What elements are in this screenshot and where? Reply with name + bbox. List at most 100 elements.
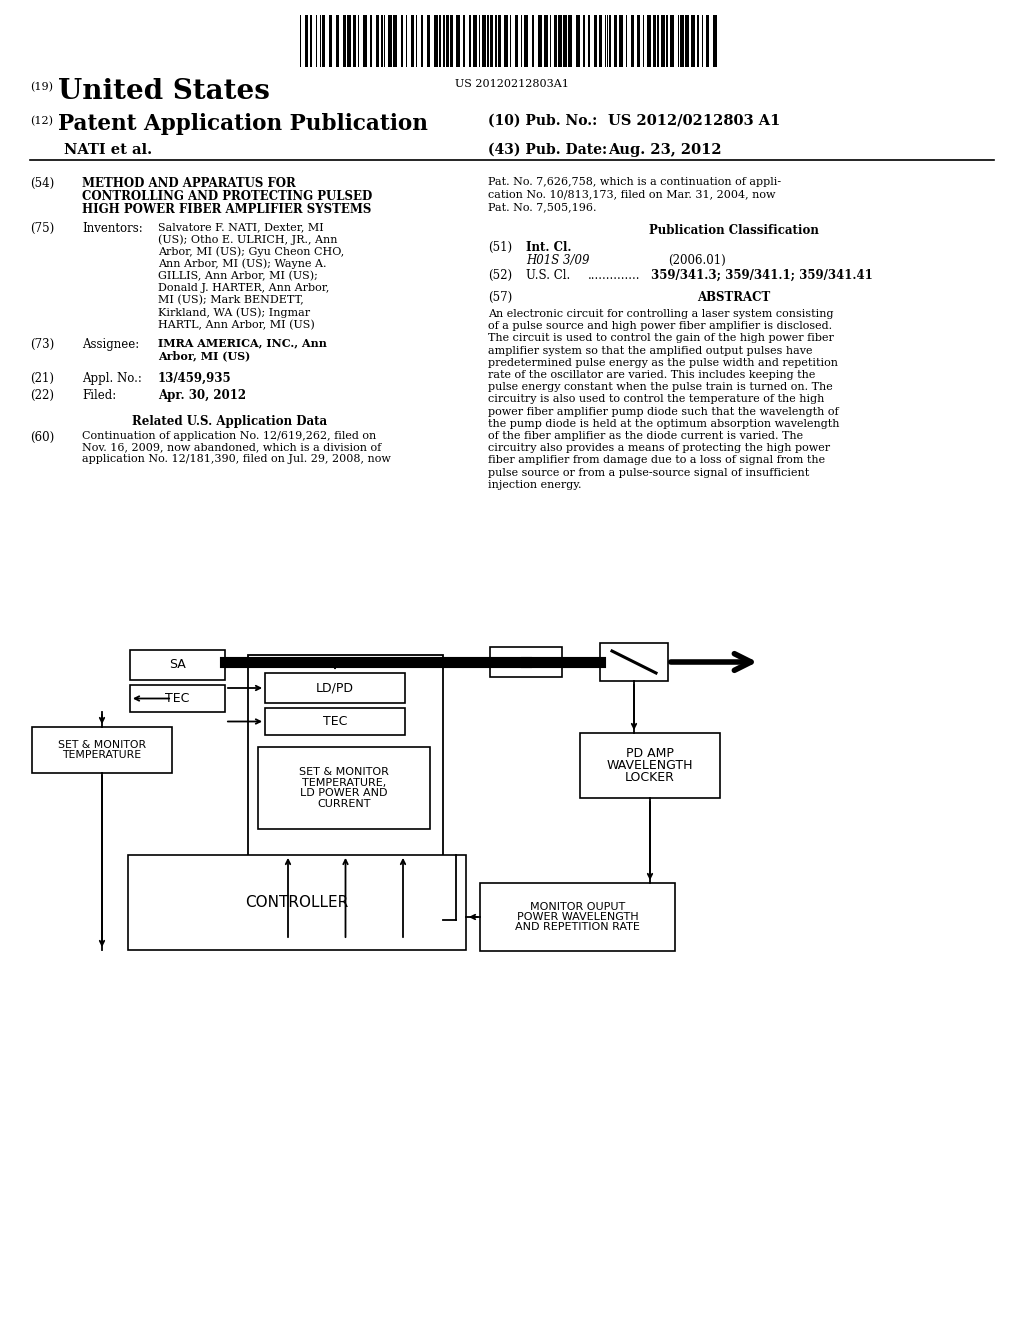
Bar bbox=[685, 15, 689, 67]
Text: Pat. No. 7,626,758, which is a continuation of appli-: Pat. No. 7,626,758, which is a continuat… bbox=[488, 177, 781, 187]
Text: ABSTRACT: ABSTRACT bbox=[697, 290, 771, 304]
Bar bbox=[265, 708, 406, 735]
Text: TEMPERATURE: TEMPERATURE bbox=[62, 750, 141, 760]
Bar bbox=[411, 15, 414, 67]
Bar bbox=[554, 15, 557, 67]
Text: US 20120212803A1: US 20120212803A1 bbox=[455, 79, 569, 88]
Text: of the fiber amplifier as the diode current is varied. The: of the fiber amplifier as the diode curr… bbox=[488, 432, 803, 441]
Text: US 2012/0212803 A1: US 2012/0212803 A1 bbox=[608, 114, 780, 128]
Text: MONITOR OUPUT: MONITOR OUPUT bbox=[529, 902, 625, 912]
Bar bbox=[515, 15, 518, 67]
Bar bbox=[532, 15, 534, 67]
Bar bbox=[653, 15, 656, 67]
Text: HARTL, Ann Arbor, MI (US): HARTL, Ann Arbor, MI (US) bbox=[158, 319, 314, 330]
Bar bbox=[631, 15, 634, 67]
Text: The circuit is used to control the gain of the high power fiber: The circuit is used to control the gain … bbox=[488, 334, 834, 343]
Bar bbox=[381, 15, 383, 67]
Bar bbox=[487, 15, 489, 67]
Text: SET & MONITOR: SET & MONITOR bbox=[299, 767, 389, 777]
Text: (22): (22) bbox=[30, 389, 54, 401]
Text: (2006.01): (2006.01) bbox=[668, 253, 726, 267]
Text: Pat. No. 7,505,196.: Pat. No. 7,505,196. bbox=[488, 202, 597, 213]
Text: SET & MONITOR: SET & MONITOR bbox=[58, 741, 146, 750]
Text: (21): (21) bbox=[30, 372, 54, 385]
Bar bbox=[580, 733, 720, 799]
Text: POWER WAVELENGTH: POWER WAVELENGTH bbox=[517, 912, 638, 921]
Bar bbox=[538, 15, 542, 67]
Text: cation No. 10/813,173, filed on Mar. 31, 2004, now: cation No. 10/813,173, filed on Mar. 31,… bbox=[488, 190, 775, 199]
Text: Apr. 30, 2012: Apr. 30, 2012 bbox=[158, 389, 246, 401]
Bar bbox=[575, 15, 580, 67]
Bar bbox=[456, 15, 460, 67]
Bar bbox=[128, 855, 466, 950]
Bar bbox=[258, 747, 430, 829]
Bar bbox=[401, 15, 403, 67]
Text: United States: United States bbox=[58, 78, 270, 106]
Text: application No. 12/181,390, filed on Jul. 29, 2008, now: application No. 12/181,390, filed on Jul… bbox=[82, 454, 391, 463]
Text: Related U.S. Application Data: Related U.S. Application Data bbox=[132, 414, 328, 428]
Bar bbox=[504, 15, 508, 67]
Text: IMRA AMERICA, INC., Ann: IMRA AMERICA, INC., Ann bbox=[158, 338, 327, 348]
Text: TEC: TEC bbox=[323, 715, 347, 729]
Text: (US); Otho E. ULRICH, JR., Ann: (US); Otho E. ULRICH, JR., Ann bbox=[158, 234, 338, 244]
Text: LD/PD: LD/PD bbox=[316, 681, 354, 694]
Bar bbox=[450, 15, 453, 67]
Bar bbox=[305, 15, 308, 67]
Bar bbox=[421, 15, 423, 67]
Bar bbox=[265, 673, 406, 704]
Text: injection energy.: injection energy. bbox=[488, 479, 582, 490]
Bar bbox=[680, 15, 684, 67]
Bar bbox=[691, 15, 695, 67]
Text: (51): (51) bbox=[488, 242, 512, 253]
Text: U.S. Cl.: U.S. Cl. bbox=[526, 269, 570, 282]
Bar bbox=[657, 15, 659, 67]
Bar bbox=[130, 649, 225, 680]
Bar bbox=[439, 15, 441, 67]
Text: amplifier system so that the amplified output pulses have: amplifier system so that the amplified o… bbox=[488, 346, 812, 355]
Bar bbox=[697, 15, 699, 67]
Text: pulse source or from a pulse-source signal of insufficient: pulse source or from a pulse-source sign… bbox=[488, 467, 809, 478]
Bar bbox=[32, 727, 172, 774]
Bar bbox=[347, 15, 351, 67]
Bar bbox=[666, 15, 668, 67]
Text: Appl. No.:: Appl. No.: bbox=[82, 372, 142, 385]
Text: (75): (75) bbox=[30, 222, 54, 235]
Text: circuitry is also used to control the temperature of the high: circuitry is also used to control the te… bbox=[488, 395, 824, 404]
Bar bbox=[393, 15, 397, 67]
Text: WAVELENGTH: WAVELENGTH bbox=[607, 759, 693, 772]
Bar bbox=[463, 15, 465, 67]
Text: (19): (19) bbox=[30, 82, 53, 92]
Bar bbox=[427, 15, 430, 67]
Bar bbox=[343, 15, 346, 67]
Bar bbox=[706, 15, 709, 67]
Bar bbox=[473, 15, 477, 67]
Text: 359/341.3; 359/341.1; 359/341.41: 359/341.3; 359/341.1; 359/341.41 bbox=[651, 269, 872, 282]
Bar bbox=[434, 15, 438, 67]
Bar bbox=[388, 15, 392, 67]
Bar bbox=[248, 655, 443, 940]
Text: PD AMP: PD AMP bbox=[626, 747, 674, 760]
Text: CONTROLLER: CONTROLLER bbox=[246, 895, 348, 909]
Text: AND REPETITION RATE: AND REPETITION RATE bbox=[515, 923, 640, 932]
Text: TEMPERATURE,: TEMPERATURE, bbox=[302, 777, 386, 788]
Bar bbox=[482, 15, 486, 67]
Text: METHOD AND APPARATUS FOR: METHOD AND APPARATUS FOR bbox=[82, 177, 296, 190]
Text: (52): (52) bbox=[488, 269, 512, 282]
Bar bbox=[353, 15, 356, 67]
Text: H01S 3/09: H01S 3/09 bbox=[526, 253, 590, 267]
Bar bbox=[599, 15, 602, 67]
Bar bbox=[583, 15, 585, 67]
Text: Ann Arbor, MI (US); Wayne A.: Ann Arbor, MI (US); Wayne A. bbox=[158, 259, 327, 269]
Text: LD POWER AND: LD POWER AND bbox=[300, 788, 388, 799]
Bar bbox=[618, 15, 623, 67]
Bar bbox=[495, 15, 497, 67]
Bar bbox=[329, 15, 332, 67]
Text: MI (US); Mark BENDETT,: MI (US); Mark BENDETT, bbox=[158, 296, 304, 305]
Bar bbox=[609, 15, 611, 67]
Bar bbox=[490, 15, 493, 67]
Text: Aug. 23, 2012: Aug. 23, 2012 bbox=[608, 143, 722, 157]
Bar bbox=[469, 15, 471, 67]
Bar bbox=[130, 685, 225, 711]
Text: SA: SA bbox=[169, 659, 186, 672]
Text: TEC: TEC bbox=[165, 692, 189, 705]
